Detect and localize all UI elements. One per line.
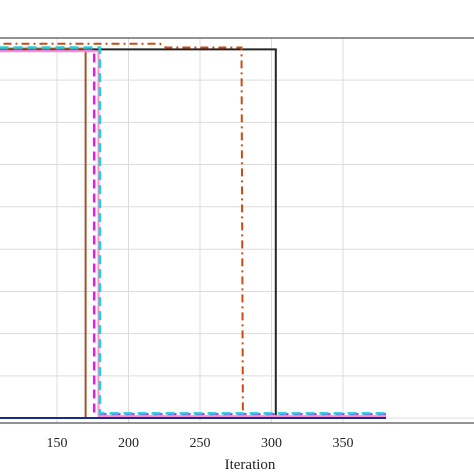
series-line-5 — [0, 50, 386, 418]
x-tick-label: 350 — [333, 436, 354, 451]
x-tick-label: 150 — [47, 436, 68, 451]
x-axis-label: Iteration — [225, 457, 276, 473]
series-line-4 — [0, 48, 386, 416]
x-tick-label: 250 — [190, 436, 211, 451]
plot-frame — [0, 37, 474, 424]
series-group — [0, 42, 386, 419]
x-tick-labels: 150 200 250 300 350 — [47, 436, 354, 451]
x-tick-label: 300 — [261, 436, 282, 451]
series-line-1 — [0, 48, 386, 419]
grid — [0, 37, 474, 423]
series-line-6 — [0, 46, 386, 415]
series-line-3 — [0, 47, 386, 419]
series-line-2 — [0, 42, 386, 419]
x-tick-label: 200 — [118, 436, 139, 451]
